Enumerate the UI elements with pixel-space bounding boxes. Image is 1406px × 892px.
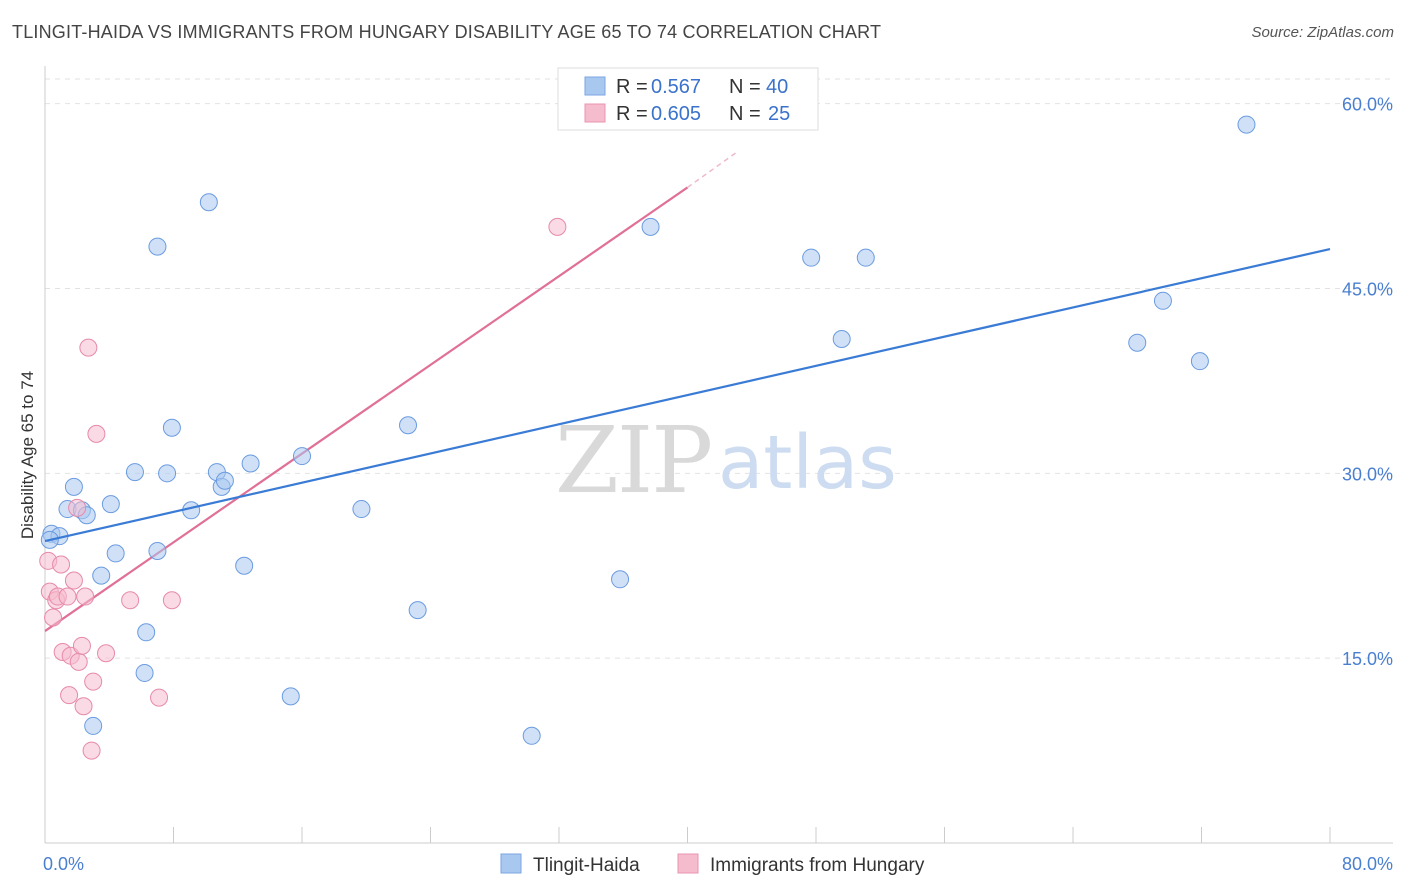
point-tlingit-haida-37 xyxy=(1190,352,1209,371)
point-tlingit-haida-12 xyxy=(148,541,167,560)
axes xyxy=(44,66,1393,844)
point-tlingit-haida-13 xyxy=(148,237,167,256)
stats-legend: R = 0.567 N = 40 R = 0.605 N = 25 xyxy=(557,67,819,131)
chart-title: TLINGIT-HAIDA VS IMMIGRANTS FROM HUNGARY… xyxy=(12,22,882,42)
watermark-zip: ZIP xyxy=(555,407,711,514)
point-tlingit-haida-9 xyxy=(125,463,144,482)
point-tlingit-haida-36 xyxy=(1153,291,1172,310)
point-tlingit-haida-8 xyxy=(106,544,125,563)
y-tick-label-45: 45.0% xyxy=(1342,279,1393,299)
point-hungary-16 xyxy=(79,338,98,357)
point-hungary-17 xyxy=(84,672,103,691)
series-legend-label-tlingit: Tlingit-Haida xyxy=(533,855,640,876)
source-label: Source: ZipAtlas.com xyxy=(1251,24,1394,41)
point-hungary-2 xyxy=(44,608,63,627)
point-tlingit-haida-21 xyxy=(235,556,254,575)
point-hungary-21 xyxy=(121,591,140,610)
point-hungary-19 xyxy=(97,644,116,663)
series-legend-swatch-hungary xyxy=(677,853,699,874)
point-tlingit-haida-28 xyxy=(408,601,427,620)
x-tick-label-min: 0.0% xyxy=(43,854,84,874)
point-tlingit-haida-6 xyxy=(92,566,111,585)
point-tlingit-haida-27 xyxy=(399,416,418,435)
point-hungary-15 xyxy=(76,587,95,606)
point-tlingit-haida-33 xyxy=(832,330,851,349)
point-hungary-5 xyxy=(52,555,71,574)
legend-n-label-1: N = xyxy=(729,76,761,98)
legend-r-label-2: R = xyxy=(616,103,648,125)
watermark: ZIP atlas xyxy=(555,407,897,514)
legend-r-value-2: 0.605 xyxy=(651,103,701,125)
y-tick-labels: 15.0% 30.0% 45.0% 60.0% xyxy=(1342,95,1393,670)
point-tlingit-haida-30 xyxy=(611,570,630,589)
y-tick-label-60: 60.0% xyxy=(1342,95,1393,115)
point-hungary-7 xyxy=(58,587,77,606)
point-tlingit-haida-11 xyxy=(135,663,154,682)
point-hungary-11 xyxy=(68,498,87,517)
point-tlingit-haida-32 xyxy=(802,248,821,267)
point-tlingit-haida-3 xyxy=(64,477,83,496)
series-legend-swatch-tlingit xyxy=(500,853,522,874)
point-tlingit-haida-17 xyxy=(199,193,218,212)
point-hungary-18 xyxy=(87,424,106,443)
point-hungary-24 xyxy=(548,217,567,236)
point-hungary-22 xyxy=(150,688,169,707)
y-axis-label: Disability Age 65 to 74 xyxy=(18,371,37,539)
point-tlingit-haida-24 xyxy=(281,687,300,706)
legend-n-value-1: 40 xyxy=(766,76,788,98)
point-tlingit-haida-26 xyxy=(352,500,371,519)
point-tlingit-haida-31 xyxy=(641,217,660,236)
points-hungary xyxy=(39,217,567,760)
legend-r-label-1: R = xyxy=(616,76,648,98)
trend-line-hungary xyxy=(44,152,737,632)
point-hungary-14 xyxy=(74,697,93,716)
trend-line-hungary-dashed xyxy=(687,152,737,189)
point-tlingit-haida-10 xyxy=(137,623,156,642)
watermark-atlas: atlas xyxy=(718,420,897,506)
legend-n-value-2: 25 xyxy=(768,103,790,125)
trend-line-tlingit-haida-solid xyxy=(44,247,1331,543)
y-tick-label-15: 15.0% xyxy=(1342,649,1393,669)
x-tick-label-max: 80.0% xyxy=(1342,854,1393,874)
point-hungary-10 xyxy=(64,571,83,590)
point-hungary-8 xyxy=(60,686,79,705)
y-tick-label-30: 30.0% xyxy=(1342,464,1393,484)
point-tlingit-haida-35 xyxy=(1128,333,1147,352)
legend-swatch-tlingit xyxy=(584,76,606,96)
point-tlingit-haida-25 xyxy=(293,447,311,466)
point-hungary-13 xyxy=(72,636,91,655)
point-tlingit-haida-23 xyxy=(84,716,103,735)
point-tlingit-haida-14 xyxy=(158,464,177,483)
legend-swatch-hungary xyxy=(584,103,606,123)
point-hungary-20 xyxy=(82,741,101,760)
point-hungary-23 xyxy=(162,591,181,610)
legend-n-label-2: N = xyxy=(729,103,761,125)
point-tlingit-haida-22 xyxy=(241,454,260,473)
trend-line-tlingit-haida xyxy=(44,247,1331,543)
point-tlingit-haida-38 xyxy=(1237,115,1256,134)
series-legend: Tlingit-Haida Immigrants from Hungary xyxy=(500,853,925,876)
point-tlingit-haida-20 xyxy=(215,471,234,490)
point-tlingit-haida-29 xyxy=(522,726,541,745)
point-tlingit-haida-15 xyxy=(162,418,181,437)
series-legend-label-hungary: Immigrants from Hungary xyxy=(710,855,925,876)
point-tlingit-haida-7 xyxy=(101,495,120,514)
legend-r-value-1: 0.567 xyxy=(651,76,701,98)
point-tlingit-haida-34 xyxy=(856,248,875,267)
point-hungary-12 xyxy=(69,652,88,671)
